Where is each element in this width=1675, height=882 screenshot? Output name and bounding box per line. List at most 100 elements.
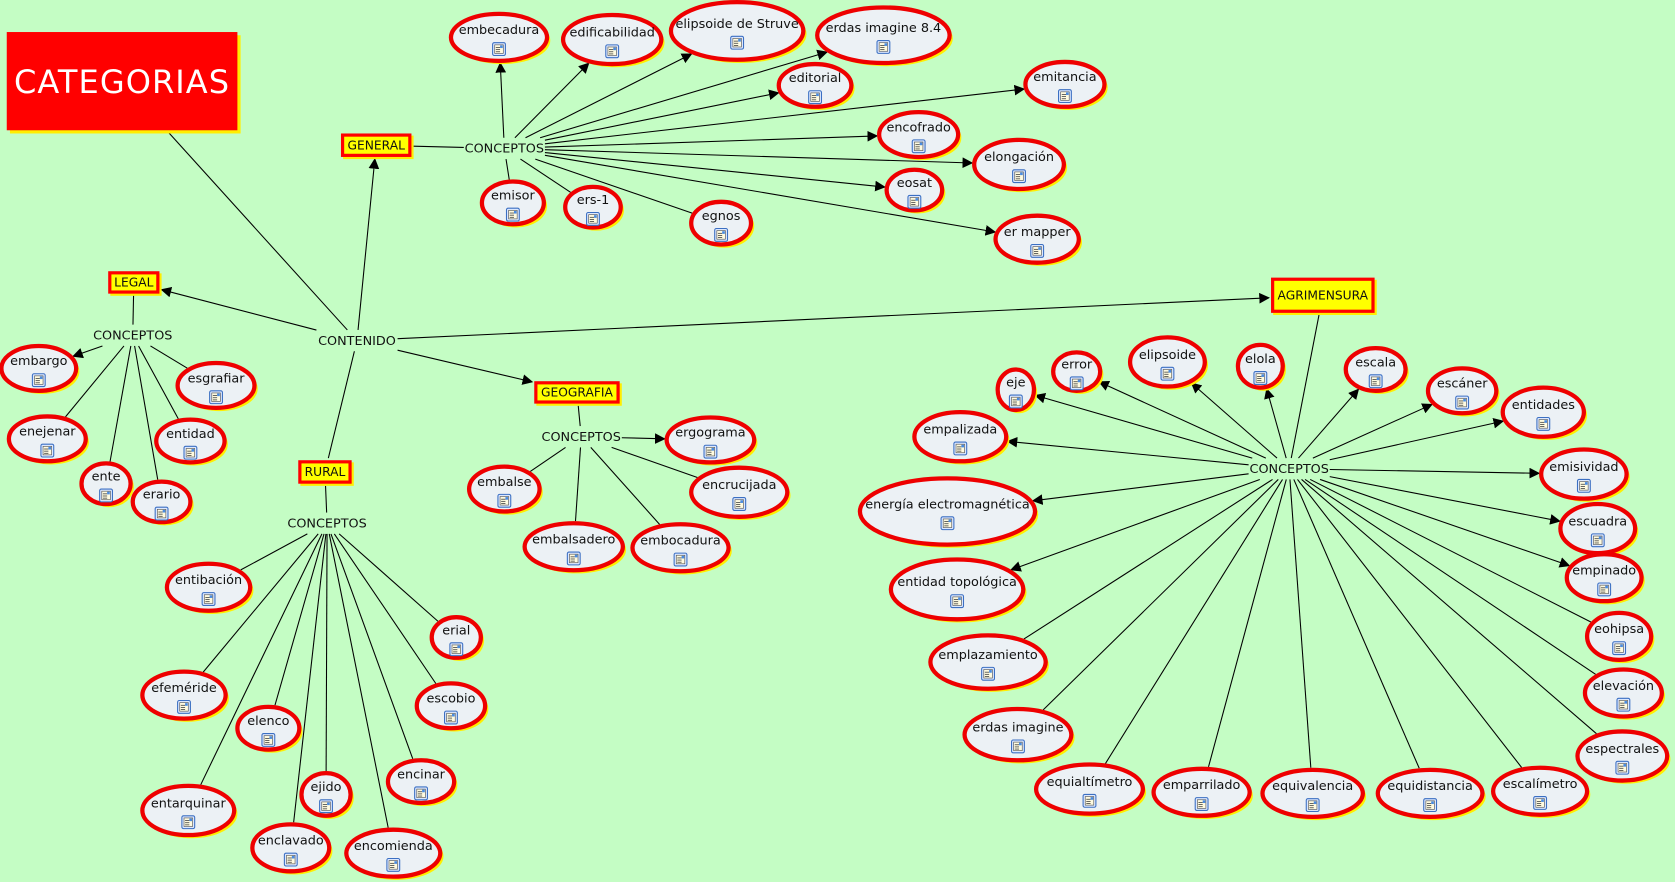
concept-node[interactable]: entarquinar [140,783,238,839]
document-resource-icon[interactable] [981,666,996,681]
document-resource-icon[interactable] [950,594,965,609]
concept-node[interactable]: empalizada [912,410,1010,465]
document-resource-icon[interactable] [1305,798,1320,813]
concept-node[interactable]: emparrilado [1151,766,1253,819]
concept-node[interactable]: elenco [235,704,303,753]
document-resource-icon[interactable] [209,390,223,405]
document-resource-icon[interactable] [386,857,401,872]
legal-conceptos-link-phrase[interactable]: CONCEPTOS [93,329,172,344]
document-resource-icon[interactable] [40,443,55,458]
concept-node[interactable]: ers-1 [563,184,624,231]
concept-node[interactable]: escuadra [1558,501,1639,557]
concept-node[interactable]: elola [1235,342,1286,391]
concept-node[interactable]: enclavado [250,822,333,875]
document-resource-icon[interactable] [940,516,955,531]
concept-node[interactable]: erario [130,479,194,526]
concept-node[interactable]: elongación [972,137,1068,193]
concept-node[interactable]: error [1051,350,1104,395]
concept-node[interactable]: ente [79,461,134,508]
categorias-title-box[interactable]: CATEGORIAS [6,32,241,134]
concept-node[interactable]: entidad [154,417,228,466]
concept-node[interactable]: encofrado [877,109,962,161]
document-resource-icon[interactable] [1616,697,1631,712]
document-resource-icon[interactable] [414,786,429,801]
concept-node[interactable]: escalímetro [1490,765,1591,818]
concept-node[interactable]: elevación [1582,667,1666,720]
document-resource-icon[interactable] [566,551,581,566]
document-resource-icon[interactable] [319,799,333,814]
category-rural[interactable]: RURAL [298,460,354,486]
concept-node[interactable]: encomienda [344,827,444,880]
document-resource-icon[interactable] [1533,796,1548,810]
concept-node[interactable]: entidades [1500,385,1588,440]
concept-node[interactable]: equidistancia [1375,767,1486,821]
document-resource-icon[interactable] [444,710,458,725]
document-resource-icon[interactable] [907,194,922,209]
concept-node[interactable]: elipsoide de Struve [668,0,807,64]
document-resource-icon[interactable] [177,699,191,714]
concept-node[interactable]: equivalencia [1260,767,1367,821]
document-resource-icon[interactable] [492,42,506,57]
concept-node[interactable]: eohipsa [1584,610,1655,664]
concept-node[interactable]: emplazamiento [928,633,1049,692]
document-resource-icon[interactable] [1194,797,1209,811]
document-resource-icon[interactable] [1058,89,1072,104]
document-resource-icon[interactable] [201,592,216,606]
concept-node[interactable]: egnos [689,199,755,248]
geografia-conceptos-link-phrase[interactable]: CONCEPTOS [542,430,621,445]
document-resource-icon[interactable] [714,227,729,242]
agrimensura-conceptos-link-phrase[interactable]: CONCEPTOS [1250,462,1329,477]
contenido-link-phrase[interactable]: CONTENIDO [318,334,396,349]
document-resource-icon[interactable] [808,90,823,105]
document-resource-icon[interactable] [673,552,688,567]
rural-conceptos-link-phrase[interactable]: CONCEPTOS [287,516,366,531]
document-resource-icon[interactable] [154,506,169,521]
document-resource-icon[interactable] [1012,169,1026,184]
concept-node[interactable]: ejido [299,770,354,819]
document-resource-icon[interactable] [1160,366,1175,381]
concept-node[interactable]: edificabilidad [560,12,665,68]
document-resource-icon[interactable] [1423,798,1438,813]
document-resource-icon[interactable] [505,207,520,222]
document-resource-icon[interactable] [1030,243,1045,258]
concept-node[interactable]: elipsoide [1127,335,1209,390]
document-resource-icon[interactable] [99,488,114,503]
document-resource-icon[interactable] [732,497,747,511]
document-resource-icon[interactable] [1455,395,1470,410]
concept-node[interactable]: emisividad [1539,447,1630,502]
category-legal[interactable]: LEGAL [108,271,162,296]
concept-node[interactable]: escala [1343,345,1409,395]
concept-node[interactable]: escobio [414,681,489,732]
concept-node[interactable]: encinar [385,758,458,807]
document-resource-icon[interactable] [953,441,968,456]
concept-node[interactable]: esgrafiar [175,360,258,412]
document-resource-icon[interactable] [1011,739,1025,754]
document-resource-icon[interactable] [183,445,198,460]
concept-node[interactable]: embecadura [448,11,551,65]
concept-node[interactable]: emisor [479,179,548,228]
concept-node[interactable]: eosat [884,167,946,214]
concept-node[interactable]: erdas imagine 8.4 [815,5,953,67]
document-resource-icon[interactable] [449,642,464,657]
document-resource-icon[interactable] [1008,394,1023,409]
concept-node[interactable]: er mapper [993,213,1083,266]
document-resource-icon[interactable] [261,733,276,747]
concept-node[interactable]: emitancia [1023,59,1108,110]
document-resource-icon[interactable] [1615,760,1630,775]
concept-node[interactable]: equialtímetro [1033,762,1147,817]
document-resource-icon[interactable] [1590,533,1605,548]
concept-node[interactable]: entidad topológica [888,557,1027,623]
general-conceptos-link-phrase[interactable]: CONCEPTOS [465,142,544,157]
document-resource-icon[interactable] [1253,371,1268,385]
document-resource-icon[interactable] [1082,793,1097,808]
document-resource-icon[interactable] [1069,376,1084,391]
document-resource-icon[interactable] [1576,478,1591,493]
document-resource-icon[interactable] [911,139,926,154]
category-agrimensura[interactable]: AGRIMENSURA [1271,277,1377,315]
concept-node[interactable]: espectrales [1575,729,1671,784]
concept-node[interactable]: encrucijada [689,465,791,521]
concept-node[interactable]: erial [429,615,485,661]
concept-node[interactable]: energía electromagnética [857,476,1039,548]
document-resource-icon[interactable] [730,35,745,50]
concept-node[interactable]: embalse [466,464,543,515]
